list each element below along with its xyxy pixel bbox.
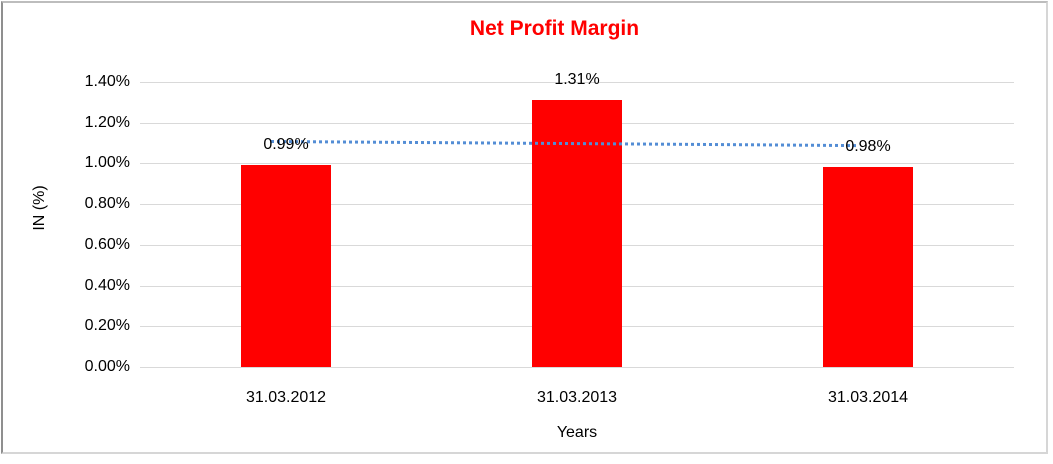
- y-tick-label: 0.00%: [84, 358, 130, 375]
- bar-value-label: 1.31%: [554, 71, 600, 88]
- chart-frame: Net Profit Margin IN (%) Years 0.00% 0.20…: [1, 1, 1048, 454]
- bar: [823, 167, 913, 367]
- bar: [532, 100, 622, 367]
- y-tick-label: 0.40%: [84, 277, 130, 294]
- y-tick-label: 0.60%: [84, 236, 130, 253]
- y-tick-label: 0.80%: [84, 195, 130, 212]
- y-tick-label: 1.20%: [84, 114, 130, 131]
- chart-title: Net Profit Margin: [469, 17, 640, 40]
- x-tick-label: 31.03.2013: [536, 389, 618, 406]
- x-tick-label: 31.03.2012: [245, 389, 327, 406]
- y-axis-title: IN (%): [31, 185, 48, 231]
- bar: [241, 165, 331, 367]
- bar-value-label: 0.99%: [263, 136, 309, 153]
- gridline: [140, 82, 1014, 83]
- y-tick-label: 0.20%: [84, 317, 130, 334]
- x-axis-title: Years: [556, 424, 598, 441]
- x-tick-label: 31.03.2014: [827, 389, 909, 406]
- bar-value-label: 0.98%: [845, 138, 891, 155]
- y-tick-label: 1.40%: [84, 73, 130, 90]
- gridline: [140, 367, 1014, 368]
- plot-area: Net Profit Margin IN (%) Years 0.00% 0.20…: [3, 3, 1046, 452]
- y-tick-label: 1.00%: [84, 154, 130, 171]
